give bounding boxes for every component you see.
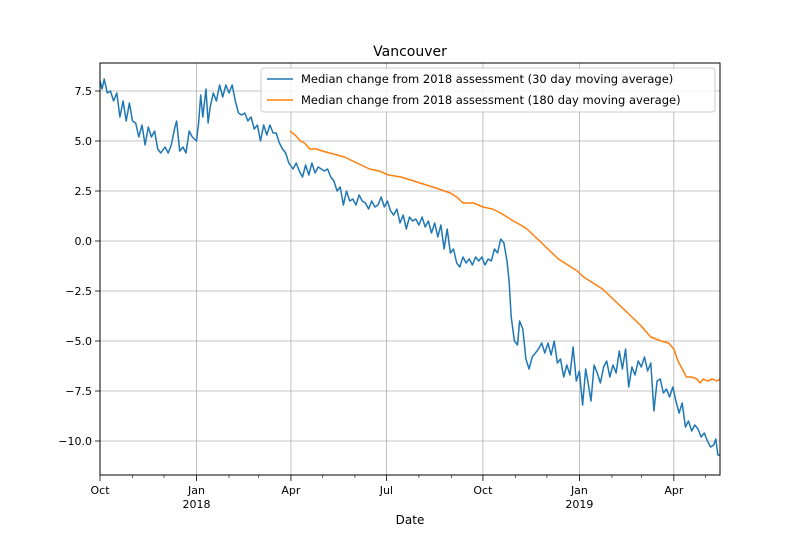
x-tick-label: Jul <box>379 484 393 497</box>
legend-label-180-day: Median change from 2018 assessment (180 … <box>301 93 681 107</box>
y-tick-label: −2.5 <box>65 285 92 298</box>
x-tick-label: Apr <box>281 484 301 497</box>
y-tick-label: 2.5 <box>75 185 93 198</box>
x-tick-label: Apr <box>664 484 684 497</box>
legend: Median change from 2018 assessment (30 d… <box>260 67 716 113</box>
y-tick-label: −10.0 <box>58 435 92 448</box>
x-tick-label: Jan <box>570 484 588 497</box>
y-tick-label: 7.5 <box>75 85 93 98</box>
plot-frame <box>99 62 721 476</box>
y-tick-label: 0.0 <box>75 235 93 248</box>
y-tick-label: −5.0 <box>65 335 92 348</box>
series-lines <box>99 78 721 456</box>
x-tick-year-label: 2019 <box>565 498 593 511</box>
x-tick-year-label: 2018 <box>183 498 211 511</box>
y-tick-label: 5.0 <box>75 135 93 148</box>
series-line-30-day <box>99 78 720 456</box>
legend-label-30-day: Median change from 2018 assessment (30 d… <box>301 72 673 86</box>
x-axis-label: Date <box>396 513 425 527</box>
series-line-180-day <box>289 130 721 384</box>
x-tick-label: Jan <box>187 484 205 497</box>
x-tick-label: Oct <box>90 484 110 497</box>
grid <box>99 63 720 475</box>
x-tick-label: Oct <box>473 484 493 497</box>
chart-title: Vancouver <box>373 44 447 60</box>
legend-box <box>260 67 716 113</box>
y-tick-label: −7.5 <box>65 385 92 398</box>
